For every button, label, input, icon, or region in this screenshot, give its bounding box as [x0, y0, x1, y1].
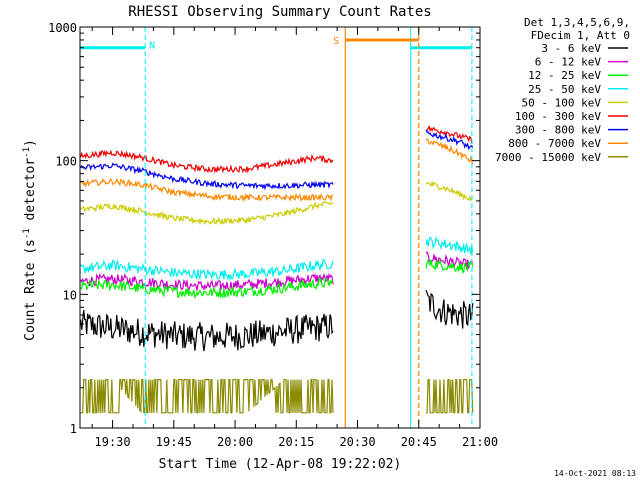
x-tick-label: 21:00: [462, 435, 498, 449]
series-line-8-seg2: [426, 379, 474, 414]
series-line-2-seg2: [425, 258, 474, 274]
legend-label-4: 50 - 100 keV: [522, 96, 602, 109]
y-tick-label: 10: [63, 288, 77, 302]
series-line-7-seg1: [80, 177, 334, 203]
series-line-0-seg1: [80, 309, 334, 352]
legend-label-8: 7000 - 15000 keV: [495, 151, 601, 164]
y-label-part1: Count Rate (s: [23, 239, 38, 341]
x-tick-label: 20:15: [278, 435, 314, 449]
series-line-4-seg2: [425, 180, 474, 202]
footer-date: 14-Oct-2021 08:13: [554, 469, 636, 478]
legend-label-6: 300 - 800 keV: [515, 124, 601, 137]
y-label-part2: detector: [23, 158, 38, 229]
x-tick-label: 20:30: [339, 435, 375, 449]
axes: 1 10 100 1000 19:30 19:45 20:00 20:15 20:30 20:45…: [48, 21, 498, 449]
legend-label-1: 6 - 12 keV: [535, 56, 602, 69]
legend-header-decim: FDecim 1, Att 0: [531, 29, 630, 42]
y-tick-label: 1000: [48, 21, 77, 35]
x-tick-label: 20:00: [217, 435, 253, 449]
y-label-part3: ): [23, 139, 38, 147]
series-line-7-seg2: [425, 137, 474, 165]
y-axis-label: Count Rate (s-1 detector-1): [22, 139, 38, 341]
plot-frame: [79, 26, 481, 429]
legend-label-0: 3 - 6 keV: [541, 42, 601, 55]
series-line-5-seg2: [425, 124, 473, 144]
night-label: N: [149, 41, 155, 52]
series-line-8-seg1: [80, 379, 334, 414]
series-line-5-seg1: [80, 149, 334, 174]
svg-text:Count Rate (s-1 detector-1): Count Rate (s-1 detector-1): [22, 139, 38, 341]
series-line-3-seg2: [425, 235, 474, 255]
legend-label-7: 800 - 7000 keV: [508, 137, 601, 150]
y-label-sup1: -1: [22, 228, 32, 239]
series-line-3-seg1: [80, 259, 334, 281]
legend-label-5: 100 - 300 keV: [515, 110, 601, 123]
y-tick-label: 1: [70, 422, 77, 436]
series-line-6-seg2: [425, 129, 474, 151]
legend-label-2: 12 - 25 keV: [528, 69, 601, 82]
x-tick-label: 19:30: [95, 435, 131, 449]
x-tick-label: 20:45: [401, 435, 437, 449]
y-tick-label: 100: [55, 155, 77, 169]
series-line-1-seg1: [80, 272, 334, 293]
chart-title: RHESSI Observing Summary Count Rates: [128, 4, 431, 20]
series-line-6-seg1: [80, 162, 334, 191]
series-line-4-seg1: [80, 200, 334, 226]
series-line-0-seg2: [425, 289, 474, 329]
series-line-2-seg1: [80, 277, 334, 300]
y-label-sup2: -1: [22, 147, 32, 158]
x-tick-label: 19:45: [156, 435, 192, 449]
legend-header-detectors: Det 1,3,4,5,6,9,: [524, 16, 630, 29]
series-line-1-seg2: [425, 251, 474, 270]
x-axis-label: Start Time (12-Apr-08 19:22:02): [159, 457, 402, 472]
saa-label: S: [333, 36, 339, 47]
legend-label-3: 25 - 50 keV: [528, 83, 601, 96]
